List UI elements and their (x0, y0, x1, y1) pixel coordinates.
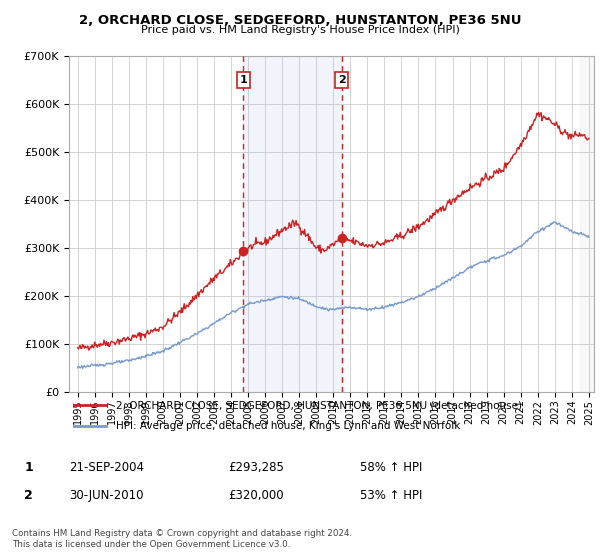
Text: 53% ↑ HPI: 53% ↑ HPI (360, 489, 422, 502)
Text: £293,285: £293,285 (228, 461, 284, 474)
Text: 1: 1 (239, 75, 247, 85)
Text: £320,000: £320,000 (228, 489, 284, 502)
Text: 2, ORCHARD CLOSE, SEDGEFORD, HUNSTANTON, PE36 5NU: 2, ORCHARD CLOSE, SEDGEFORD, HUNSTANTON,… (79, 14, 521, 27)
Text: 1: 1 (24, 461, 33, 474)
Text: 21-SEP-2004: 21-SEP-2004 (69, 461, 144, 474)
Bar (243, 56, 342, 392)
Text: HPI: Average price, detached house, King's Lynn and West Norfolk: HPI: Average price, detached house, King… (116, 421, 461, 431)
Text: 2, ORCHARD CLOSE, SEDGEFORD, HUNSTANTON, PE36 5NU (detached house): 2, ORCHARD CLOSE, SEDGEFORD, HUNSTANTON,… (116, 400, 522, 410)
Bar (580, 56, 594, 392)
Text: Price paid vs. HM Land Registry's House Price Index (HPI): Price paid vs. HM Land Registry's House … (140, 25, 460, 35)
Text: Contains HM Land Registry data © Crown copyright and database right 2024.
This d: Contains HM Land Registry data © Crown c… (12, 529, 352, 549)
Text: 58% ↑ HPI: 58% ↑ HPI (360, 461, 422, 474)
Text: 2: 2 (338, 75, 346, 85)
Text: 2: 2 (24, 489, 33, 502)
Bar (580, 56, 594, 392)
Text: 30-JUN-2010: 30-JUN-2010 (69, 489, 143, 502)
